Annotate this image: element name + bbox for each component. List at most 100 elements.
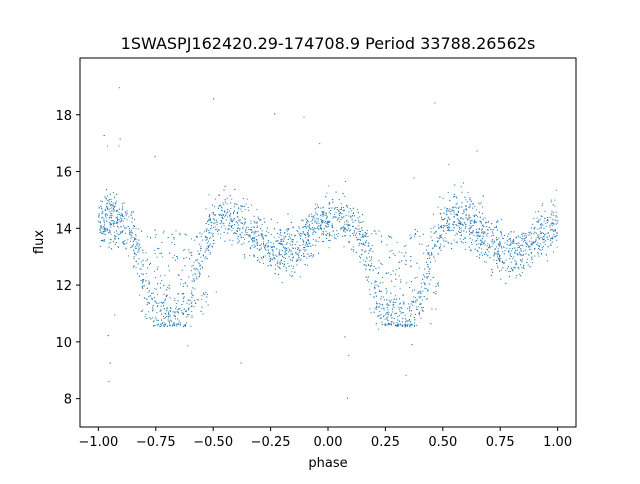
data-point xyxy=(367,245,369,247)
data-point xyxy=(238,208,240,210)
data-point xyxy=(233,210,235,212)
data-point xyxy=(109,239,111,241)
data-point xyxy=(498,237,500,239)
data-point xyxy=(410,321,412,323)
data-point xyxy=(499,260,500,262)
data-point xyxy=(106,203,108,205)
data-point xyxy=(448,226,450,228)
data-point xyxy=(158,325,160,327)
data-point xyxy=(179,324,181,326)
data-point xyxy=(162,232,164,234)
data-point xyxy=(348,211,350,213)
data-point xyxy=(472,203,474,205)
data-point xyxy=(348,241,350,243)
data-point xyxy=(255,230,257,232)
data-point xyxy=(481,228,483,230)
data-point xyxy=(389,301,391,302)
data-point xyxy=(343,209,345,211)
data-point xyxy=(109,362,111,364)
data-point xyxy=(419,311,420,313)
data-point xyxy=(428,245,429,247)
data-point xyxy=(335,212,337,213)
data-point xyxy=(467,218,469,220)
data-point xyxy=(250,204,252,206)
data-point xyxy=(373,296,375,298)
data-point xyxy=(260,233,262,235)
data-point xyxy=(409,326,411,328)
data-point xyxy=(468,230,470,232)
data-point xyxy=(301,219,303,221)
data-point xyxy=(473,222,475,224)
data-point xyxy=(322,211,324,213)
data-point xyxy=(148,283,150,285)
data-point xyxy=(236,213,238,214)
data-point xyxy=(526,258,528,260)
data-point xyxy=(384,318,386,320)
data-point xyxy=(521,239,523,241)
data-point xyxy=(307,235,309,237)
data-point xyxy=(219,222,221,224)
data-point xyxy=(272,254,274,256)
data-point xyxy=(460,221,462,223)
data-point xyxy=(378,230,380,232)
data-point xyxy=(308,242,310,244)
data-point xyxy=(276,262,278,264)
data-point xyxy=(130,213,132,215)
data-point xyxy=(417,309,419,310)
data-point xyxy=(217,207,219,209)
data-point xyxy=(309,227,310,229)
data-point xyxy=(338,213,340,215)
data-point xyxy=(546,233,548,235)
data-point xyxy=(458,220,460,222)
data-point xyxy=(411,344,413,346)
data-point xyxy=(114,238,116,240)
data-point xyxy=(380,314,382,316)
data-point xyxy=(412,300,414,302)
data-point xyxy=(446,222,448,224)
data-point xyxy=(244,255,246,257)
data-point xyxy=(228,210,230,212)
data-point xyxy=(538,245,540,247)
data-point xyxy=(103,135,105,136)
data-point xyxy=(155,277,157,279)
data-point xyxy=(511,269,513,270)
data-point xyxy=(306,243,308,245)
data-point xyxy=(453,193,455,195)
data-point xyxy=(475,209,477,211)
data-point xyxy=(367,276,369,278)
data-point xyxy=(230,219,232,221)
data-point xyxy=(321,220,322,222)
data-point xyxy=(160,325,161,327)
data-point xyxy=(322,206,324,208)
data-point xyxy=(320,228,322,229)
data-point xyxy=(307,239,309,241)
data-point xyxy=(294,244,296,245)
data-point xyxy=(511,248,513,250)
data-point xyxy=(396,269,398,271)
data-point xyxy=(298,256,300,258)
data-point xyxy=(181,293,183,295)
data-point xyxy=(215,291,217,293)
data-point xyxy=(423,233,424,235)
data-point xyxy=(556,232,558,234)
data-point xyxy=(156,294,158,296)
data-point xyxy=(321,210,323,212)
data-point xyxy=(463,222,465,224)
data-point xyxy=(386,299,388,301)
data-point xyxy=(191,252,193,253)
data-point xyxy=(439,235,441,237)
x-axis-ticks: −1.00 −0.75 −0.50 −0.25 0.00 0.25 0.50 0.75 1.00 xyxy=(78,427,572,450)
data-point xyxy=(176,323,178,325)
data-point xyxy=(359,255,360,257)
data-point xyxy=(167,319,169,321)
data-point xyxy=(453,216,455,218)
data-point xyxy=(297,247,299,248)
data-point xyxy=(458,231,460,233)
data-point xyxy=(468,228,470,230)
data-point xyxy=(494,226,496,228)
data-point xyxy=(208,275,210,277)
data-point xyxy=(347,397,348,399)
data-point xyxy=(421,286,422,288)
data-point xyxy=(194,273,196,275)
data-point xyxy=(549,235,550,237)
